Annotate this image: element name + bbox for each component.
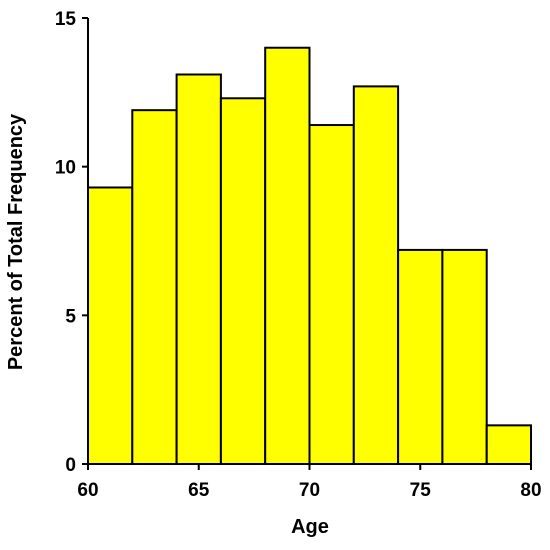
- histogram-bar: [397, 248, 444, 465]
- histogram-bar: [485, 424, 533, 466]
- histogram-bar: [175, 73, 222, 465]
- y-tick-label: 15: [55, 9, 77, 30]
- y-tick-label: 0: [65, 455, 76, 476]
- y-ticks: 0 5 10 15: [55, 9, 88, 476]
- histogram-bar: [264, 46, 311, 465]
- y-axis-title: Percent of Total Frequency: [5, 113, 27, 370]
- bars-layer: [87, 46, 533, 466]
- histogram-bar: [441, 248, 488, 465]
- x-axis-title: Age: [291, 516, 329, 538]
- y-tick-label: 10: [55, 158, 76, 179]
- x-ticks: 60 65 70 75 80: [77, 464, 542, 501]
- x-tick-label: 65: [188, 480, 210, 501]
- x-tick-label: 80: [520, 480, 541, 501]
- histogram-bar: [219, 97, 267, 465]
- histogram-bar: [308, 124, 355, 465]
- x-tick-label: 70: [299, 480, 320, 501]
- histogram-bar: [352, 85, 400, 466]
- x-tick-label: 60: [77, 480, 98, 501]
- histogram-bar: [87, 186, 134, 465]
- x-tick-label: 75: [410, 480, 432, 501]
- histogram-bar: [131, 109, 178, 465]
- y-tick-label: 5: [65, 306, 76, 327]
